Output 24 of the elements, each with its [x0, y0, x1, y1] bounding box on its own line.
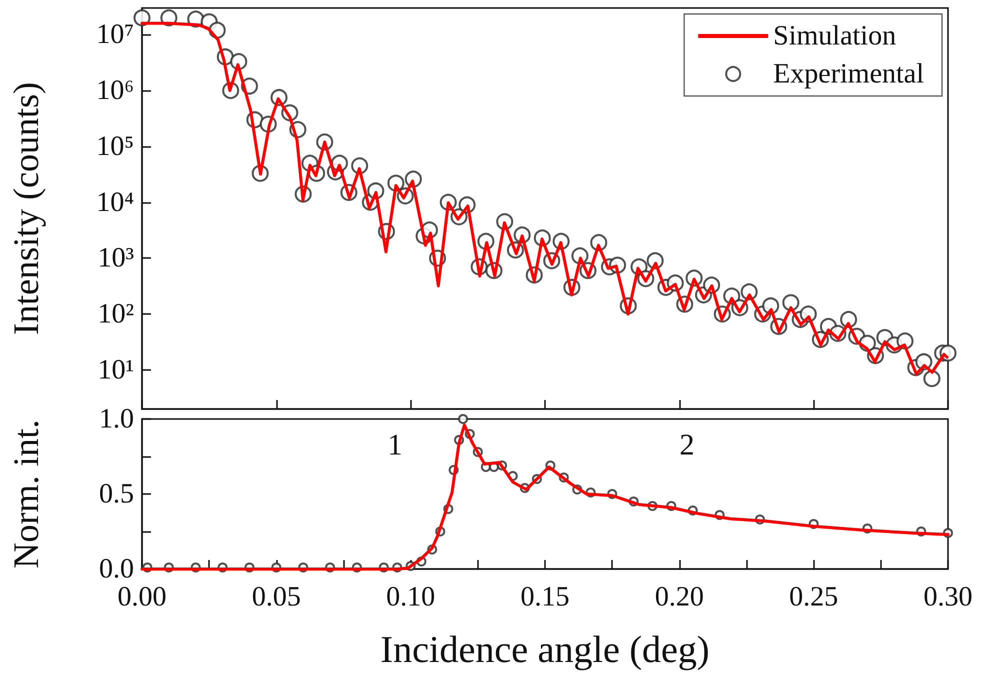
- annotation: 2: [680, 428, 694, 462]
- y-tick-label: 10⁶: [96, 75, 134, 106]
- y-tick-label: 0.0: [99, 554, 134, 584]
- y-tick-label: 10²: [98, 298, 134, 330]
- y-tick-label: 10⁵: [96, 130, 134, 162]
- y-tick-label: 10³: [98, 242, 134, 274]
- y-tick-label: 10¹: [98, 354, 134, 386]
- x-tick-label: 0.00: [118, 582, 166, 612]
- legend-label: Simulation: [773, 20, 896, 52]
- y-tick-label: 0.5: [99, 478, 134, 510]
- y-axis-title: Intensity (counts): [6, 82, 46, 335]
- x-tick-label: 0.30: [924, 582, 972, 612]
- x-tick-label: 0.20: [654, 582, 704, 612]
- y-tick-label: 1.0: [99, 404, 134, 434]
- x-tick-label: 0.25: [789, 582, 838, 612]
- y-axis-title: Norm. int.: [6, 420, 46, 568]
- legend-label: Experimental: [773, 58, 924, 90]
- x-axis-title: Incidence angle (deg): [380, 629, 710, 671]
- y-tick-label: 10⁴: [96, 186, 134, 218]
- x-tick-label: 0.05: [252, 582, 301, 612]
- y-tick-label: 10⁷: [96, 19, 134, 50]
- x-tick-label: 0.10: [386, 582, 436, 612]
- x-tick-label: 0.15: [520, 582, 570, 612]
- annotation: 1: [388, 428, 402, 462]
